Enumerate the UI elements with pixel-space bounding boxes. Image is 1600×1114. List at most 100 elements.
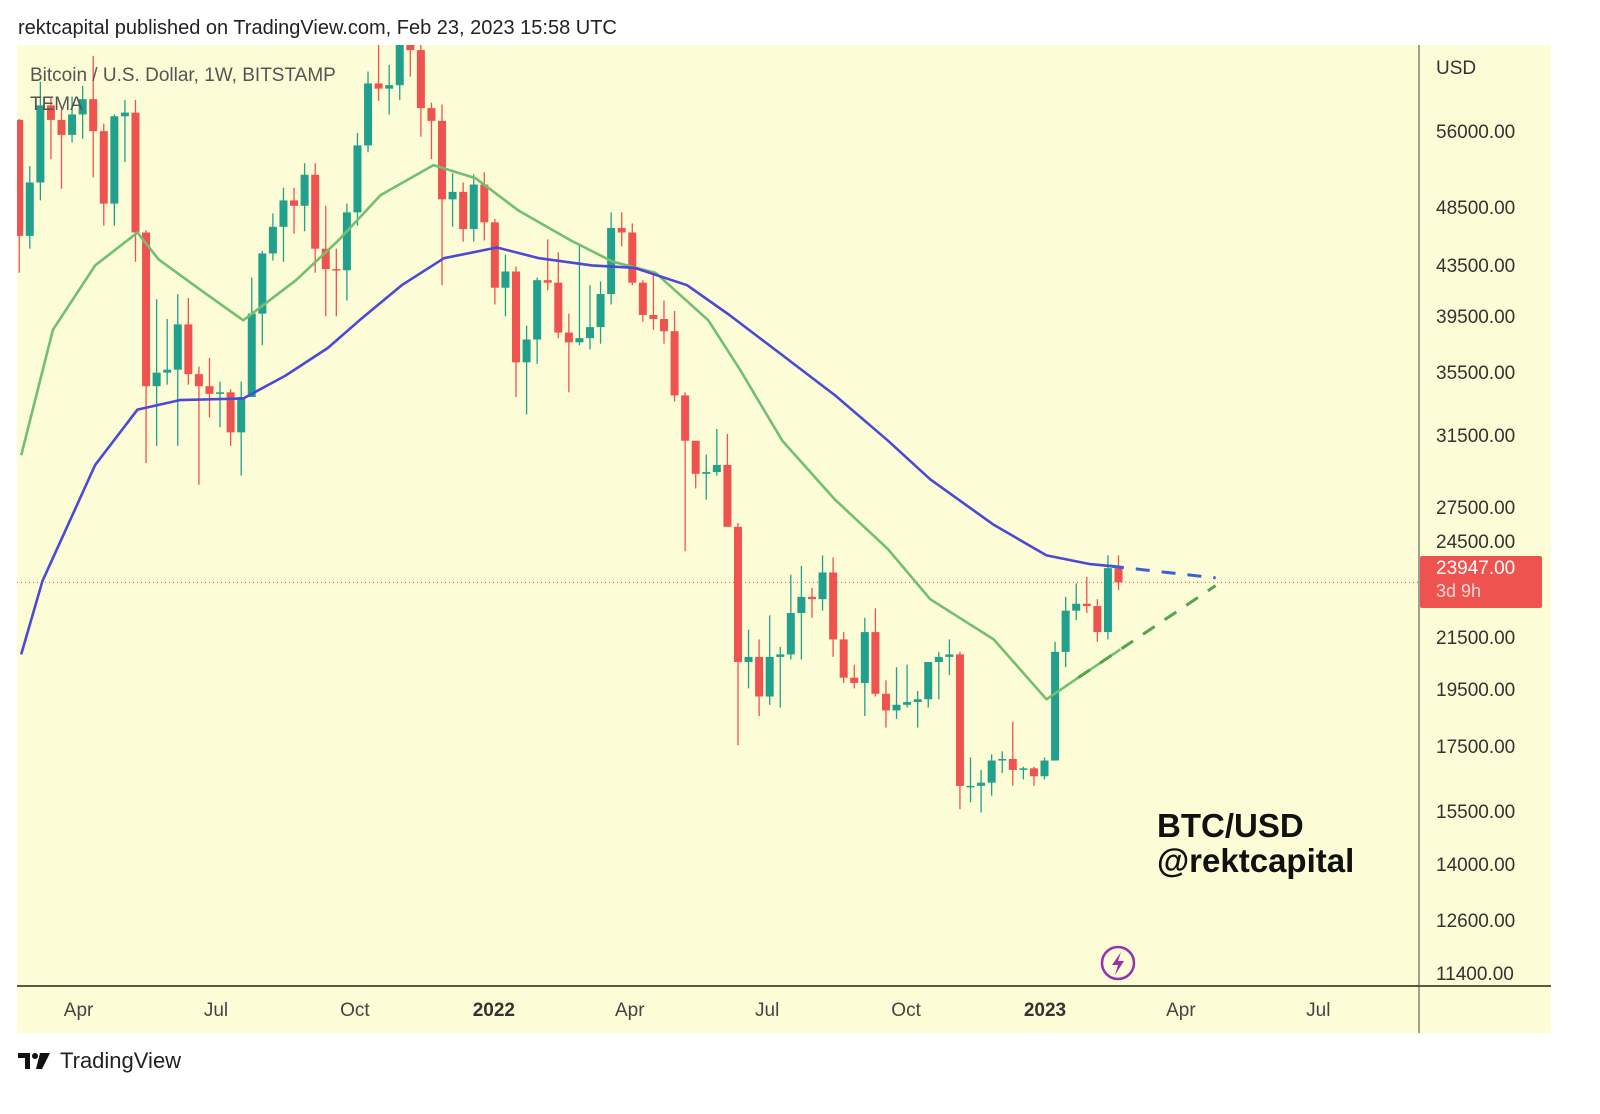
candle-body [945, 654, 954, 657]
candle-body [733, 526, 742, 663]
watermark-symbol: BTC/USD [1157, 807, 1304, 844]
candle [617, 212, 626, 247]
time-tick: Oct [891, 1000, 921, 1021]
candle-body [395, 45, 404, 86]
price-tick: 43500.00 [1436, 255, 1516, 277]
candle-body [438, 120, 447, 200]
candle-body [543, 280, 552, 283]
candle [987, 754, 996, 796]
candle [1093, 599, 1102, 642]
candle-body [205, 386, 214, 394]
candle-body [342, 212, 351, 271]
tema_fast-line [19, 163, 1122, 701]
candle-body [913, 699, 922, 703]
candle-body [839, 639, 848, 678]
candle-body [691, 440, 700, 474]
candle-body [490, 222, 499, 288]
candle-body [786, 613, 795, 655]
candle-body [184, 324, 193, 375]
candle-body [903, 702, 912, 705]
candle [533, 277, 542, 364]
candle [839, 632, 848, 683]
candle-body [1093, 606, 1102, 633]
candle-body [258, 253, 267, 314]
candle-body [173, 324, 182, 370]
time-tick: 2022 [472, 1000, 515, 1021]
candle-body [406, 45, 415, 51]
candle-body [290, 200, 299, 206]
candle-body [385, 85, 394, 89]
candle [1114, 555, 1123, 591]
candle [744, 629, 753, 689]
candle [512, 266, 521, 397]
candle [385, 64, 394, 115]
candle-body [300, 174, 309, 206]
candle [1082, 576, 1091, 614]
candle [89, 55, 98, 178]
candle [955, 651, 964, 810]
price-tick: 31500.00 [1436, 426, 1516, 448]
candle [649, 273, 658, 330]
candle [659, 300, 668, 344]
candle [1103, 555, 1112, 640]
candle-body [353, 145, 362, 213]
price-tick: 35500.00 [1436, 363, 1516, 385]
price-tick: 17500.00 [1436, 737, 1516, 759]
candle [543, 239, 552, 291]
candle-body [78, 99, 87, 115]
candle-body [89, 99, 98, 132]
candle [353, 133, 362, 226]
indicator-legend[interactable]: TEMA [30, 94, 83, 115]
candle [205, 357, 214, 418]
candle [733, 522, 742, 746]
symbol-legend[interactable]: Bitcoin / U.S. Dollar, 1W, BITSTAMP [30, 65, 336, 86]
candle-body [638, 282, 647, 315]
candle-body [163, 369, 172, 373]
candle [427, 102, 436, 160]
chart-panel [17, 45, 1551, 1033]
candle-body [670, 331, 679, 396]
candle [691, 440, 700, 489]
candle-body [617, 227, 626, 233]
candle-body [1061, 610, 1070, 652]
candle [892, 667, 901, 719]
tradingview-logo-icon [18, 1053, 50, 1069]
last-price-badge: 23947.00 3d 9h [1420, 556, 1542, 609]
candle-body [575, 338, 584, 343]
candle-body [17, 119, 24, 236]
candle-body [427, 108, 436, 121]
price-tick: 27500.00 [1436, 498, 1516, 520]
candle [395, 45, 404, 101]
candle [1051, 641, 1060, 761]
candle [998, 751, 1007, 774]
candle [871, 608, 880, 697]
candle-body [216, 392, 225, 394]
candle [258, 251, 267, 346]
price-tick: 39500.00 [1436, 306, 1516, 328]
candle-body [533, 280, 542, 340]
candle [786, 574, 795, 660]
candle-body [501, 271, 510, 288]
candle-body [247, 313, 256, 397]
tema_slow-line [19, 246, 1121, 655]
candle-body [152, 372, 161, 387]
candle [78, 86, 87, 139]
candle [723, 434, 732, 527]
candle [311, 163, 320, 273]
candle-body [110, 116, 119, 204]
candle-body [131, 112, 140, 233]
candle [17, 119, 24, 273]
candle [1029, 766, 1038, 786]
candle [321, 205, 330, 317]
lightning-icon[interactable] [1100, 945, 1136, 981]
candle-body [712, 464, 721, 473]
candle-body [46, 105, 55, 120]
footer-brand[interactable]: TradingView [18, 1048, 181, 1074]
trendline-0 [1109, 564, 1216, 580]
candle [913, 691, 922, 728]
candle-body [99, 131, 108, 204]
candle [1008, 721, 1017, 786]
candle [797, 566, 806, 660]
